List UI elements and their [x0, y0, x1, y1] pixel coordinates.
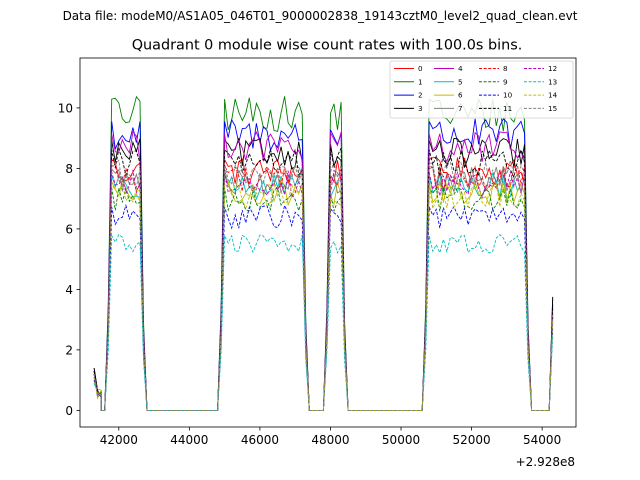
y-tick-label: 10 [58, 101, 73, 115]
axis-ticks: 42000 44000 46000 48000 50000 52000 54000 0 2 4 6 8… [58, 101, 562, 447]
series-line-15 [93, 159, 554, 411]
legend-label-8: 8 [503, 64, 508, 73]
series-line-9 [93, 186, 554, 411]
x-offset-label: +2.928e8 [516, 455, 575, 469]
y-tick-label: 2 [65, 343, 73, 357]
x-tick-label: 48000 [311, 433, 349, 447]
x-tick-label: 44000 [170, 433, 208, 447]
plot-frame [79, 57, 577, 428]
series-line-13 [93, 233, 554, 411]
y-tick-label: 6 [65, 222, 73, 236]
series-line-5 [93, 172, 554, 411]
series-line-6 [93, 178, 554, 411]
legend-label-11: 11 [503, 104, 512, 113]
x-tick-label: 42000 [100, 433, 138, 447]
series-line-1 [93, 95, 554, 411]
legend-label-0: 0 [418, 64, 423, 73]
chart-title: Quadrant 0 module wise count rates with … [132, 38, 523, 54]
legend-label-6: 6 [458, 91, 463, 100]
x-tick-label: 52000 [452, 433, 490, 447]
chart-suptitle: Data file: modeM0/AS1A05_046T01_90000028… [63, 9, 578, 23]
series-line-8 [93, 163, 554, 411]
legend-label-4: 4 [458, 64, 463, 73]
legend-label-15: 15 [548, 104, 557, 113]
legend-label-14: 14 [548, 91, 558, 100]
x-tick-label: 50000 [382, 433, 420, 447]
y-tick-label: 8 [65, 162, 73, 176]
legend-label-13: 13 [548, 77, 557, 86]
legend-label-2: 2 [418, 91, 423, 100]
y-tick-label: 4 [65, 283, 73, 297]
legend-box [389, 60, 574, 119]
y-tick-label: 0 [65, 404, 73, 418]
legend-label-5: 5 [458, 77, 463, 86]
x-tick-label: 46000 [241, 433, 279, 447]
series-line-11 [93, 147, 554, 411]
series-layer [93, 95, 554, 411]
series-line-10 [93, 203, 554, 411]
series-line-0 [93, 156, 554, 411]
series-line-3 [93, 137, 554, 411]
series-line-2 [93, 118, 554, 411]
legend-label-1: 1 [418, 77, 423, 86]
x-tick-label: 54000 [523, 433, 561, 447]
legend-label-10: 10 [503, 91, 513, 100]
series-line-12 [93, 169, 554, 411]
legend-label-7: 7 [458, 104, 463, 113]
series-line-7 [93, 166, 554, 411]
legend-label-3: 3 [418, 104, 423, 113]
legend-label-9: 9 [503, 77, 508, 86]
series-line-14 [93, 182, 554, 411]
legend-label-12: 12 [548, 64, 557, 73]
